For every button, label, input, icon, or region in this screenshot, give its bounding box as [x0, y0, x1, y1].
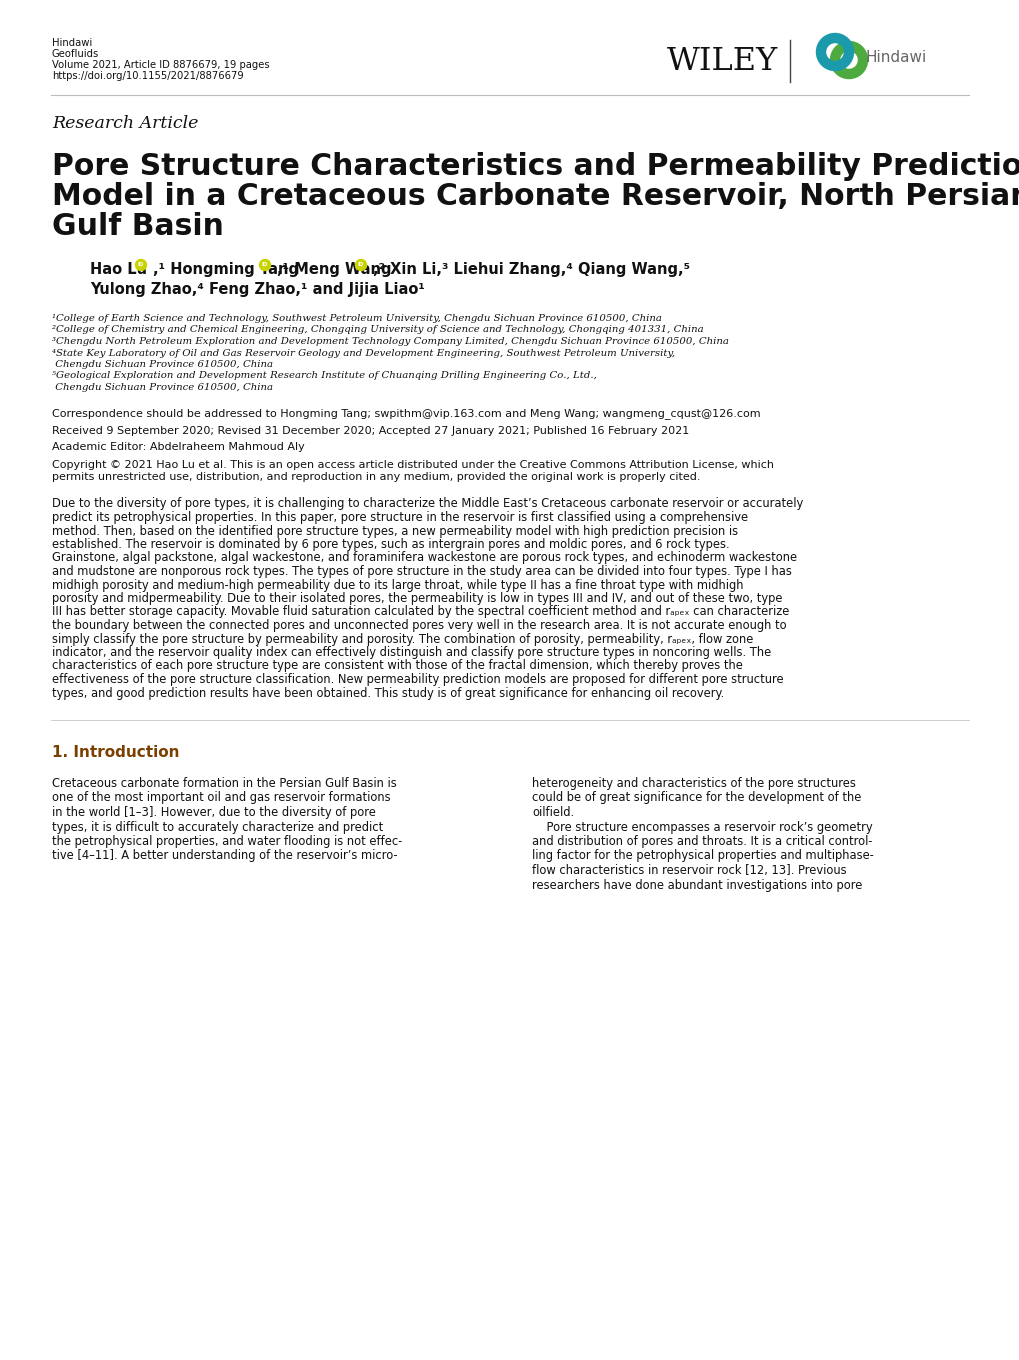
- Text: iD: iD: [262, 262, 268, 268]
- Text: Research Article: Research Article: [52, 116, 198, 132]
- Text: types, and good prediction results have been obtained. This study is of great si: types, and good prediction results have …: [52, 687, 723, 699]
- Text: Volume 2021, Article ID 8876679, 19 pages: Volume 2021, Article ID 8876679, 19 page…: [52, 60, 269, 69]
- Text: effectiveness of the pore structure classification. New permeability prediction : effectiveness of the pore structure clas…: [52, 673, 783, 685]
- Text: Chengdu Sichuan Province 610500, China: Chengdu Sichuan Province 610500, China: [52, 384, 273, 392]
- Text: heterogeneity and characteristics of the pore structures: heterogeneity and characteristics of the…: [532, 777, 855, 790]
- Text: Gulf Basin: Gulf Basin: [52, 212, 223, 241]
- Text: established. The reservoir is dominated by 6 pore types, such as intergrain pore: established. The reservoir is dominated …: [52, 539, 729, 551]
- Text: Copyright © 2021 Hao Lu et al. This is an open access article distributed under : Copyright © 2021 Hao Lu et al. This is a…: [52, 460, 773, 469]
- Text: Pore Structure Characteristics and Permeability Prediction: Pore Structure Characteristics and Perme…: [52, 152, 1019, 181]
- Circle shape: [356, 260, 366, 271]
- Text: ²College of Chemistry and Chemical Engineering, Chongqing University of Science : ²College of Chemistry and Chemical Engin…: [52, 325, 703, 335]
- Text: Academic Editor: Abdelraheem Mahmoud Aly: Academic Editor: Abdelraheem Mahmoud Aly: [52, 442, 305, 453]
- Text: ³Chengdu North Petroleum Exploration and Development Technology Company Limited,: ³Chengdu North Petroleum Exploration and…: [52, 337, 729, 345]
- Text: ⁴State Key Laboratory of Oil and Gas Reservoir Geology and Development Engineeri: ⁴State Key Laboratory of Oil and Gas Res…: [52, 348, 675, 358]
- Text: indicator, and the reservoir quality index can effectively distinguish and class: indicator, and the reservoir quality ind…: [52, 646, 770, 660]
- Text: oilfield.: oilfield.: [532, 806, 574, 819]
- Text: https://doi.org/10.1155/2021/8876679: https://doi.org/10.1155/2021/8876679: [52, 71, 244, 82]
- Text: predict its petrophysical properties. In this paper, pore structure in the reser: predict its petrophysical properties. In…: [52, 511, 747, 524]
- Text: tive [4–11]. A better understanding of the reservoir’s micro-: tive [4–11]. A better understanding of t…: [52, 850, 397, 862]
- Text: Due to the diversity of pore types, it is challenging to characterize the Middle: Due to the diversity of pore types, it i…: [52, 498, 803, 510]
- Text: ,² Xin Li,³ Liehui Zhang,⁴ Qiang Wang,⁵: ,² Xin Li,³ Liehui Zhang,⁴ Qiang Wang,⁵: [373, 262, 690, 277]
- Text: Model in a Cretaceous Carbonate Reservoir, North Persian: Model in a Cretaceous Carbonate Reservoi…: [52, 182, 1019, 211]
- Text: in the world [1–3]. However, due to the diversity of pore: in the world [1–3]. However, due to the …: [52, 806, 376, 819]
- Text: and mudstone are nonporous rock types. The types of pore structure in the study : and mudstone are nonporous rock types. T…: [52, 564, 791, 578]
- Text: Correspondence should be addressed to Hongming Tang; swpithm@vip.163.com and Men: Correspondence should be addressed to Ho…: [52, 408, 760, 419]
- Text: 1. Introduction: 1. Introduction: [52, 745, 179, 760]
- Text: iD: iD: [358, 262, 364, 268]
- Text: Hindawi: Hindawi: [865, 50, 926, 65]
- Circle shape: [259, 260, 270, 271]
- Text: Chengdu Sichuan Province 610500, China: Chengdu Sichuan Province 610500, China: [52, 360, 273, 369]
- Text: Yulong Zhao,⁴ Feng Zhao,¹ and Jijia Liao¹: Yulong Zhao,⁴ Feng Zhao,¹ and Jijia Liao…: [90, 282, 425, 296]
- Text: ling factor for the petrophysical properties and multiphase-: ling factor for the petrophysical proper…: [532, 850, 873, 862]
- Text: and distribution of pores and throats. It is a critical control-: and distribution of pores and throats. I…: [532, 835, 871, 849]
- Text: III has better storage capacity. Movable fluid saturation calculated by the spec: III has better storage capacity. Movable…: [52, 605, 789, 619]
- Text: WILEY: WILEY: [666, 46, 777, 78]
- Text: Received 9 September 2020; Revised 31 December 2020; Accepted 27 January 2021; P: Received 9 September 2020; Revised 31 De…: [52, 426, 689, 435]
- Text: Geofluids: Geofluids: [52, 49, 99, 58]
- Text: could be of great significance for the development of the: could be of great significance for the d…: [532, 792, 860, 805]
- Text: characteristics of each pore structure type are consistent with those of the fra: characteristics of each pore structure t…: [52, 660, 742, 672]
- Text: ⁵Geological Exploration and Development Research Institute of Chuanqing Drilling: ⁵Geological Exploration and Development …: [52, 371, 596, 381]
- Text: types, it is difficult to accurately characterize and predict: types, it is difficult to accurately cha…: [52, 820, 383, 834]
- Text: Cretaceous carbonate formation in the Persian Gulf Basin is: Cretaceous carbonate formation in the Pe…: [52, 777, 396, 790]
- Text: flow characteristics in reservoir rock [12, 13]. Previous: flow characteristics in reservoir rock […: [532, 864, 846, 877]
- Text: permits unrestricted use, distribution, and reproduction in any medium, provided: permits unrestricted use, distribution, …: [52, 472, 700, 481]
- Circle shape: [136, 260, 147, 271]
- Text: method. Then, based on the identified pore structure types, a new permeability m: method. Then, based on the identified po…: [52, 525, 738, 537]
- Text: Pore structure encompasses a reservoir rock’s geometry: Pore structure encompasses a reservoir r…: [532, 820, 872, 834]
- Text: Hindawi: Hindawi: [52, 38, 92, 48]
- Text: iD: iD: [138, 262, 144, 268]
- Text: one of the most important oil and gas reservoir formations: one of the most important oil and gas re…: [52, 792, 390, 805]
- Text: simply classify the pore structure by permeability and porosity. The combination: simply classify the pore structure by pe…: [52, 632, 753, 646]
- Text: Hao Lu: Hao Lu: [90, 262, 147, 277]
- Text: ¹College of Earth Science and Technology, Southwest Petroleum University, Chengd: ¹College of Earth Science and Technology…: [52, 314, 661, 324]
- Text: the petrophysical properties, and water flooding is not effec-: the petrophysical properties, and water …: [52, 835, 401, 849]
- Text: porosity and midpermeability. Due to their isolated pores, the permeability is l: porosity and midpermeability. Due to the…: [52, 592, 782, 605]
- Text: midhigh porosity and medium-high permeability due to its large throat, while typ: midhigh porosity and medium-high permeab…: [52, 578, 743, 592]
- Text: the boundary between the connected pores and unconnected pores very well in the : the boundary between the connected pores…: [52, 619, 786, 632]
- Text: researchers have done abundant investigations into pore: researchers have done abundant investiga…: [532, 879, 861, 892]
- Text: ,¹ Meng Wang: ,¹ Meng Wang: [277, 262, 391, 277]
- Text: ,¹ Hongming Tang: ,¹ Hongming Tang: [153, 262, 299, 277]
- Text: Grainstone, algal packstone, algal wackestone, and foraminifera wackestone are p: Grainstone, algal packstone, algal wacke…: [52, 552, 796, 564]
